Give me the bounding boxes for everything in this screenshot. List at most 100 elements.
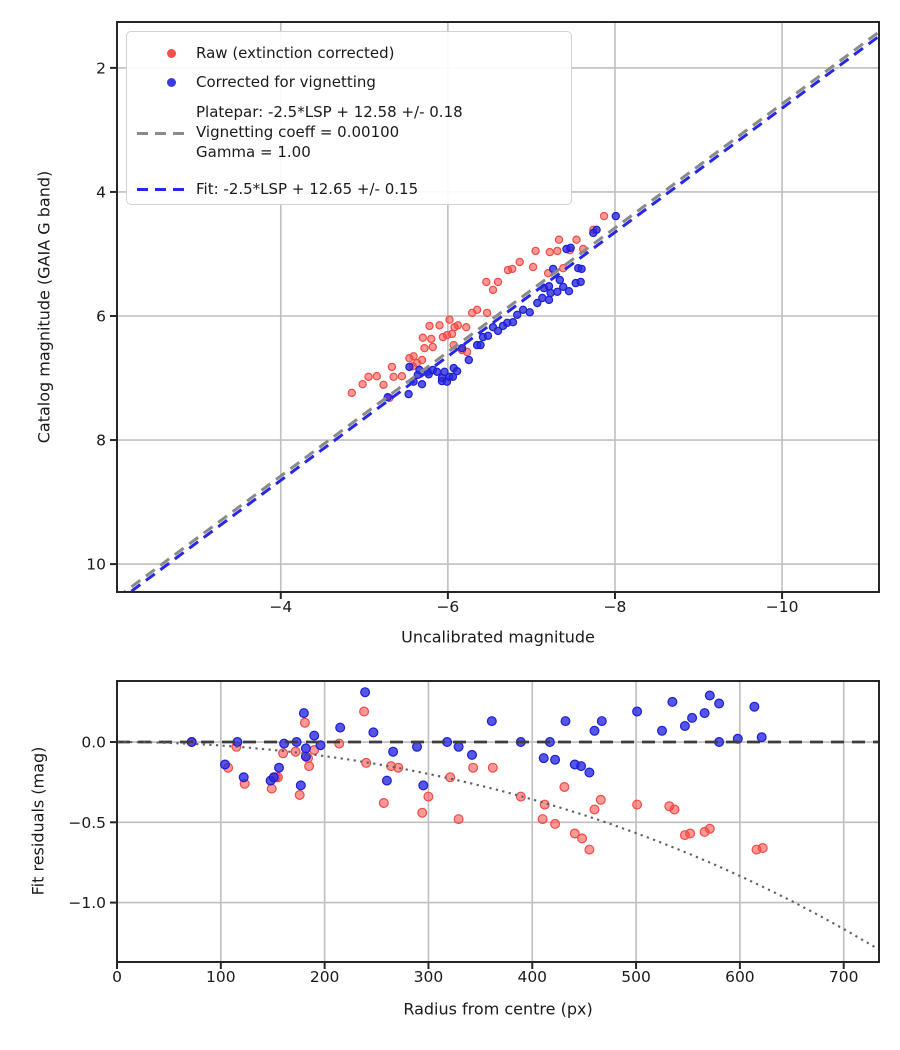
corrected-data-point [611, 211, 621, 221]
corrected-data-point [432, 367, 442, 376]
corrected-data-point [448, 372, 458, 381]
x-tick-label: 200 [310, 968, 340, 986]
top-plot-ylabel: Catalog magnitude (GAIA G band) [34, 170, 54, 444]
x-tick-label: −6 [436, 598, 459, 616]
legend-fit-dash-icon [137, 188, 185, 191]
corrected-data-point [544, 282, 554, 291]
x-tick-label: 0 [112, 968, 122, 986]
corrected-data-point [486, 716, 497, 727]
y-tick-label: −0.5 [68, 814, 106, 832]
raw-data-point [435, 321, 444, 330]
raw-data-point [334, 738, 345, 749]
raw-data-point [632, 799, 643, 810]
legend-raw-label: Raw (extinction corrected) [196, 44, 395, 62]
corrected-data-point [576, 277, 585, 287]
corrected-data-point [279, 738, 290, 749]
raw-data-point [704, 823, 715, 834]
raw-data-point [550, 818, 561, 829]
legend-platepar-dash-icon [137, 132, 185, 135]
corrected-data-point [550, 754, 561, 765]
bottom-plot-xlabel: Radius from centre (px) [403, 999, 593, 1019]
corrected-data-point [298, 708, 309, 719]
raw-data-point [387, 362, 397, 372]
corrected-data-point [592, 225, 601, 234]
top-plot-xlabel: Uncalibrated magnitude [401, 627, 595, 647]
corrected-data-point [483, 331, 493, 340]
raw-data-point [409, 352, 418, 361]
corrected-data-point [632, 706, 643, 717]
raw-data-point [468, 762, 479, 773]
legend-corrected-label: Corrected for vignetting [196, 73, 376, 91]
raw-data-point [420, 344, 429, 353]
x-tick-label: 700 [829, 968, 859, 986]
raw-data-point [757, 842, 768, 853]
raw-data-point [553, 246, 562, 256]
raw-data-point [482, 277, 491, 287]
legend-fit-label: Fit: -2.5*LSP + 12.65 +/- 0.15 [196, 180, 419, 198]
y-tick-label: 10 [86, 556, 106, 574]
corrected-data-point [656, 725, 667, 736]
corrected-data-point [553, 287, 562, 296]
x-tick-label: 100 [206, 968, 236, 986]
corrected-data-point [546, 288, 555, 298]
corrected-data-point [749, 701, 760, 712]
raw-data-point [417, 807, 428, 818]
corrected-data-point [335, 722, 346, 733]
corrected-data-point [756, 732, 767, 743]
raw-data-point [595, 794, 606, 805]
corrected-data-point [513, 310, 522, 319]
raw-data-point [278, 748, 289, 759]
corrected-data-point [555, 275, 565, 285]
raw-data-point [379, 380, 388, 389]
legend-box: Raw (extinction corrected) Corrected for… [126, 31, 572, 205]
fit-line [122, 30, 879, 592]
corrected-data-point [268, 772, 279, 783]
raw-data-point [453, 814, 464, 825]
corrected-data-point [388, 746, 399, 757]
raw-data-point [685, 828, 696, 839]
corrected-data-point [493, 326, 503, 336]
y-tick-label: 2 [96, 59, 106, 77]
corrected-data-point [538, 293, 547, 303]
corrected-data-point [417, 380, 427, 389]
raw-data-point [372, 372, 381, 381]
corrected-data-point [274, 762, 285, 773]
raw-data-point [428, 342, 437, 352]
raw-data-point [584, 844, 595, 855]
raw-data-point [515, 791, 526, 802]
axes-spines [116, 21, 880, 593]
corrected-data-point [309, 730, 320, 741]
corrected-data-point [404, 389, 413, 399]
corrected-data-point [559, 282, 568, 291]
legend-platepar-label-line1: Platepar: -2.5*LSP + 12.58 +/- 0.18 [196, 103, 463, 121]
y-tick-label: 6 [96, 307, 106, 325]
corrected-data-point [476, 340, 485, 350]
corrected-data-point [704, 690, 715, 701]
y-tick-label: −1.0 [68, 894, 106, 912]
corrected-data-point [533, 298, 542, 308]
raw-data-point [359, 706, 370, 717]
raw-data-point [361, 757, 372, 768]
corrected-data-point [596, 716, 607, 727]
raw-data-point [427, 334, 436, 344]
axes-spines [116, 680, 880, 963]
raw-data-point [528, 262, 538, 272]
raw-data-point [462, 323, 471, 332]
raw-data-point [418, 333, 427, 342]
raw-data-point [266, 783, 277, 794]
raw-data-point [545, 247, 555, 257]
corrected-data-point [687, 712, 698, 723]
raw-data-point [554, 235, 564, 244]
raw-data-point [539, 799, 550, 810]
y-tick-label: 4 [96, 183, 106, 201]
raw-data-point [515, 257, 524, 267]
corrected-data-point [440, 367, 449, 376]
corrected-data-point [381, 775, 392, 786]
raw-data-point [445, 772, 456, 783]
corrected-data-point [457, 344, 467, 353]
raw-data-point [294, 789, 305, 800]
y-tick-label: 0.0 [81, 734, 106, 752]
x-tick-label: −8 [604, 598, 627, 616]
raw-data-point [599, 211, 609, 221]
raw-data-point [669, 804, 680, 815]
